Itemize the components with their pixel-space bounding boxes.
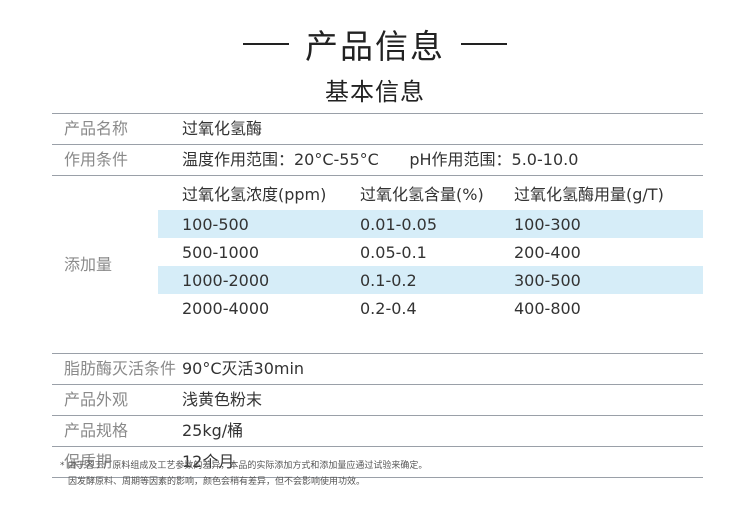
row-label: 产品外观: [64, 390, 129, 409]
dosage-cell: 400-800: [514, 298, 581, 318]
section-subtitle: 基本信息: [325, 78, 425, 106]
dosage-cell: 0.1-0.2: [360, 270, 417, 290]
dosage-header-row: 过氧化氢浓度(ppm) 过氧化氢含量(%) 过氧化氢酶用量(g/T): [158, 176, 703, 210]
dosage-cell: 2000-4000: [182, 298, 270, 318]
table-row-appearance: 产品外观 浅黄色粉末: [52, 385, 703, 416]
footnote-line-2: 因发酵原料、周期等因素的影响，颜色会稍有差异，但不会影响使用功效。: [68, 477, 366, 487]
row-value: 12个月: [182, 452, 235, 471]
dosage-row: 500-1000 0.05-0.1 200-400: [158, 238, 703, 266]
table-row-spec: 产品规格 25kg/桶: [52, 416, 703, 447]
row-value: 90°C灭活30min: [182, 359, 305, 378]
footnote-line-1: * 由于各工厂原料组成及工艺参数的差异，本品的实际添加方式和添加量应通过试验来确…: [60, 461, 428, 471]
table-row-lipase: 脂肪酶灭活条件 90°C灭活30min: [52, 354, 703, 385]
row-label: 产品名称: [64, 119, 129, 138]
table-row-shelf-life: 保质期 12个月: [52, 447, 703, 478]
row-value: 过氧化氢酶: [182, 119, 263, 138]
dosage-label: 添加量: [64, 255, 113, 274]
title-dash-right: [461, 43, 507, 45]
row-value: 温度作用范围：20°C-55°C pH作用范围：5.0-10.0: [182, 150, 579, 169]
row-value: 25kg/桶: [182, 421, 244, 440]
title-dash-left: [243, 43, 289, 45]
row-label: 脂肪酶灭活条件: [64, 359, 177, 378]
dosage-cell: 0.05-0.1: [360, 242, 427, 262]
row-label: 产品规格: [64, 421, 129, 440]
dosage-cell: 100-500: [182, 214, 249, 234]
dosage-cell: 0.01-0.05: [360, 214, 438, 234]
dosage-row: 1000-2000 0.1-0.2 300-500: [158, 266, 703, 294]
dosage-table: 过氧化氢浓度(ppm) 过氧化氢含量(%) 过氧化氢酶用量(g/T) 100-5…: [158, 176, 703, 353]
dosage-header-content: 过氧化氢含量(%): [360, 185, 484, 204]
row-label: 作用条件: [64, 150, 129, 169]
dosage-cell: 300-500: [514, 270, 581, 290]
row-value: 浅黄色粉末: [182, 390, 263, 409]
page-title-text: 产品信息: [305, 27, 445, 66]
dosage-cell: 500-1000: [182, 242, 260, 262]
dosage-row: 2000-4000 0.2-0.4 400-800: [158, 294, 703, 322]
dosage-cell: 200-400: [514, 242, 581, 262]
table-row-conditions: 作用条件 温度作用范围：20°C-55°C pH作用范围：5.0-10.0: [52, 145, 703, 176]
dosage-row: 100-500 0.01-0.05 100-300: [158, 210, 703, 238]
page-title: 产品信息: [0, 22, 750, 66]
dosage-cell: 100-300: [514, 214, 581, 234]
dosage-header-amount: 过氧化氢酶用量(g/T): [514, 185, 664, 204]
dosage-block: 添加量 过氧化氢浓度(ppm) 过氧化氢含量(%) 过氧化氢酶用量(g/T) 1…: [52, 176, 703, 354]
table-row-product-name: 产品名称 过氧化氢酶: [52, 113, 703, 145]
row-label: 保质期: [64, 452, 113, 471]
dosage-cell: 0.2-0.4: [360, 298, 417, 318]
dosage-cell: 1000-2000: [182, 270, 270, 290]
product-info-table: 产品名称 过氧化氢酶 作用条件 温度作用范围：20°C-55°C pH作用范围：…: [52, 113, 703, 478]
dosage-header-concentration: 过氧化氢浓度(ppm): [182, 185, 327, 204]
